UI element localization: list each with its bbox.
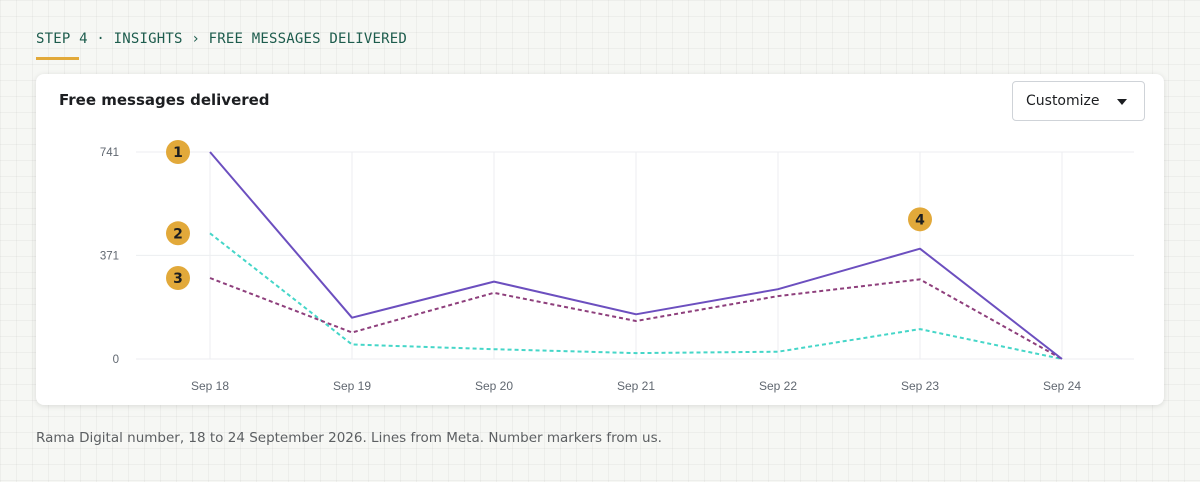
series-line-2 — [209, 232, 1063, 360]
number-marker-badge — [166, 265, 190, 290]
caret-down-icon — [1117, 99, 1127, 105]
x-tick-label: Sep 24 — [1043, 379, 1081, 393]
x-tick-label: Sep 19 — [333, 379, 371, 393]
breadcrumb-underline — [36, 57, 79, 60]
number-marker-label: 3 — [173, 271, 183, 287]
number-marker-badge — [908, 207, 932, 232]
y-tick-label: 0 — [113, 354, 119, 366]
number-marker-label: 4 — [915, 212, 925, 228]
series-line-1 — [209, 151, 1063, 360]
number-marker-label: 1 — [173, 145, 183, 161]
customize-button[interactable]: Customize — [1012, 81, 1145, 121]
series-line-3 — [209, 277, 1063, 360]
x-tick-label: Sep 22 — [759, 379, 797, 393]
card-title: Free messages delivered — [59, 91, 270, 109]
number-marker-badge — [166, 140, 190, 164]
line-chart: 741 371 0 Sep 18 Sep 19 Sep 20 Sep 21 Sep 22 Sep… — [100, 140, 1134, 393]
x-tick-label: Sep 21 — [617, 379, 655, 393]
chart-card: Free messages delivered Customize 741 371… — [36, 74, 1164, 405]
footnote: Rama Digital number, 18 to 24 September … — [36, 430, 662, 446]
number-marker-badge — [166, 221, 190, 246]
breadcrumb: STEP 4 · INSIGHTS › FREE MESSAGES DELIVE… — [36, 31, 408, 47]
x-tick-label: Sep 20 — [475, 379, 513, 393]
x-tick-label: Sep 23 — [901, 379, 939, 393]
customize-label: Customize — [1026, 93, 1100, 109]
number-marker-label: 2 — [173, 226, 183, 242]
y-tick-label: 371 — [100, 250, 119, 262]
y-tick-label: 741 — [100, 147, 119, 159]
x-tick-label: Sep 18 — [191, 379, 229, 393]
